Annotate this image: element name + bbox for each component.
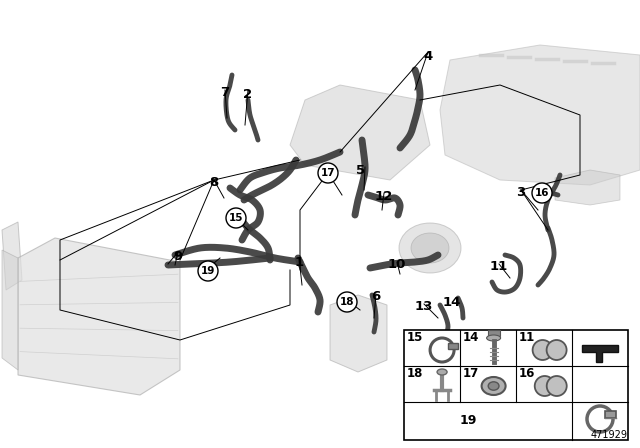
Polygon shape bbox=[18, 238, 180, 395]
Circle shape bbox=[337, 292, 357, 312]
Text: 15: 15 bbox=[407, 332, 424, 345]
Ellipse shape bbox=[411, 233, 449, 263]
Polygon shape bbox=[555, 170, 620, 205]
Bar bbox=[605, 411, 616, 418]
Polygon shape bbox=[440, 45, 640, 185]
Text: 16: 16 bbox=[519, 367, 536, 380]
Text: 13: 13 bbox=[415, 301, 433, 314]
Text: 14: 14 bbox=[443, 296, 461, 309]
Text: 15: 15 bbox=[228, 213, 243, 223]
Circle shape bbox=[318, 163, 338, 183]
Bar bbox=[448, 343, 458, 349]
Polygon shape bbox=[2, 250, 18, 370]
Text: 1: 1 bbox=[294, 257, 303, 270]
Text: 18: 18 bbox=[340, 297, 355, 307]
Text: 471929: 471929 bbox=[591, 430, 628, 440]
Circle shape bbox=[198, 261, 218, 281]
Text: 17: 17 bbox=[463, 367, 479, 380]
Polygon shape bbox=[330, 295, 387, 372]
Ellipse shape bbox=[399, 223, 461, 273]
Text: 9: 9 bbox=[173, 250, 182, 263]
Text: 3: 3 bbox=[516, 186, 525, 199]
Polygon shape bbox=[582, 345, 618, 362]
Polygon shape bbox=[290, 85, 430, 180]
Bar bbox=[488, 330, 500, 336]
Text: 5: 5 bbox=[356, 164, 365, 177]
Text: 18: 18 bbox=[407, 367, 424, 380]
Text: 2: 2 bbox=[243, 87, 253, 100]
Text: 14: 14 bbox=[463, 332, 479, 345]
Text: 4: 4 bbox=[424, 51, 433, 64]
Bar bbox=[404, 330, 628, 440]
Circle shape bbox=[547, 340, 566, 360]
Ellipse shape bbox=[437, 369, 447, 375]
Circle shape bbox=[226, 208, 246, 228]
Text: 6: 6 bbox=[371, 290, 381, 303]
Ellipse shape bbox=[486, 335, 500, 341]
Circle shape bbox=[535, 376, 555, 396]
Text: 12: 12 bbox=[375, 190, 393, 202]
Circle shape bbox=[532, 340, 552, 360]
Text: 7: 7 bbox=[220, 86, 230, 99]
Circle shape bbox=[532, 183, 552, 203]
Text: 11: 11 bbox=[490, 260, 508, 273]
Text: 19: 19 bbox=[201, 266, 215, 276]
Ellipse shape bbox=[482, 377, 506, 395]
Text: 17: 17 bbox=[321, 168, 335, 178]
Text: 19: 19 bbox=[460, 414, 477, 427]
Circle shape bbox=[547, 376, 567, 396]
Ellipse shape bbox=[488, 382, 499, 390]
Text: 8: 8 bbox=[209, 177, 219, 190]
Polygon shape bbox=[2, 222, 22, 290]
Text: 11: 11 bbox=[519, 332, 535, 345]
Text: 10: 10 bbox=[388, 258, 406, 271]
Text: 16: 16 bbox=[535, 188, 549, 198]
